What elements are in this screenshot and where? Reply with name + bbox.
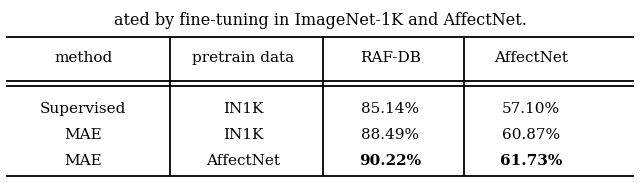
Text: AffectNet: AffectNet: [206, 154, 280, 168]
Text: IN1K: IN1K: [223, 128, 264, 142]
Text: 57.10%: 57.10%: [502, 102, 560, 116]
Text: pretrain data: pretrain data: [192, 51, 294, 65]
Text: MAE: MAE: [65, 128, 102, 142]
Text: 85.14%: 85.14%: [362, 102, 419, 116]
Text: 88.49%: 88.49%: [362, 128, 419, 142]
Text: Supervised: Supervised: [40, 102, 126, 116]
Text: IN1K: IN1K: [223, 102, 264, 116]
Text: AffectNet: AffectNet: [494, 51, 568, 65]
Text: ated by fine-tuning in ImageNet-1K and AffectNet.: ated by fine-tuning in ImageNet-1K and A…: [113, 12, 527, 29]
Text: method: method: [54, 51, 113, 65]
Text: MAE: MAE: [65, 154, 102, 168]
Text: 61.73%: 61.73%: [500, 154, 563, 168]
Text: RAF-DB: RAF-DB: [360, 51, 421, 65]
Text: 90.22%: 90.22%: [359, 154, 422, 168]
Text: 60.87%: 60.87%: [502, 128, 560, 142]
